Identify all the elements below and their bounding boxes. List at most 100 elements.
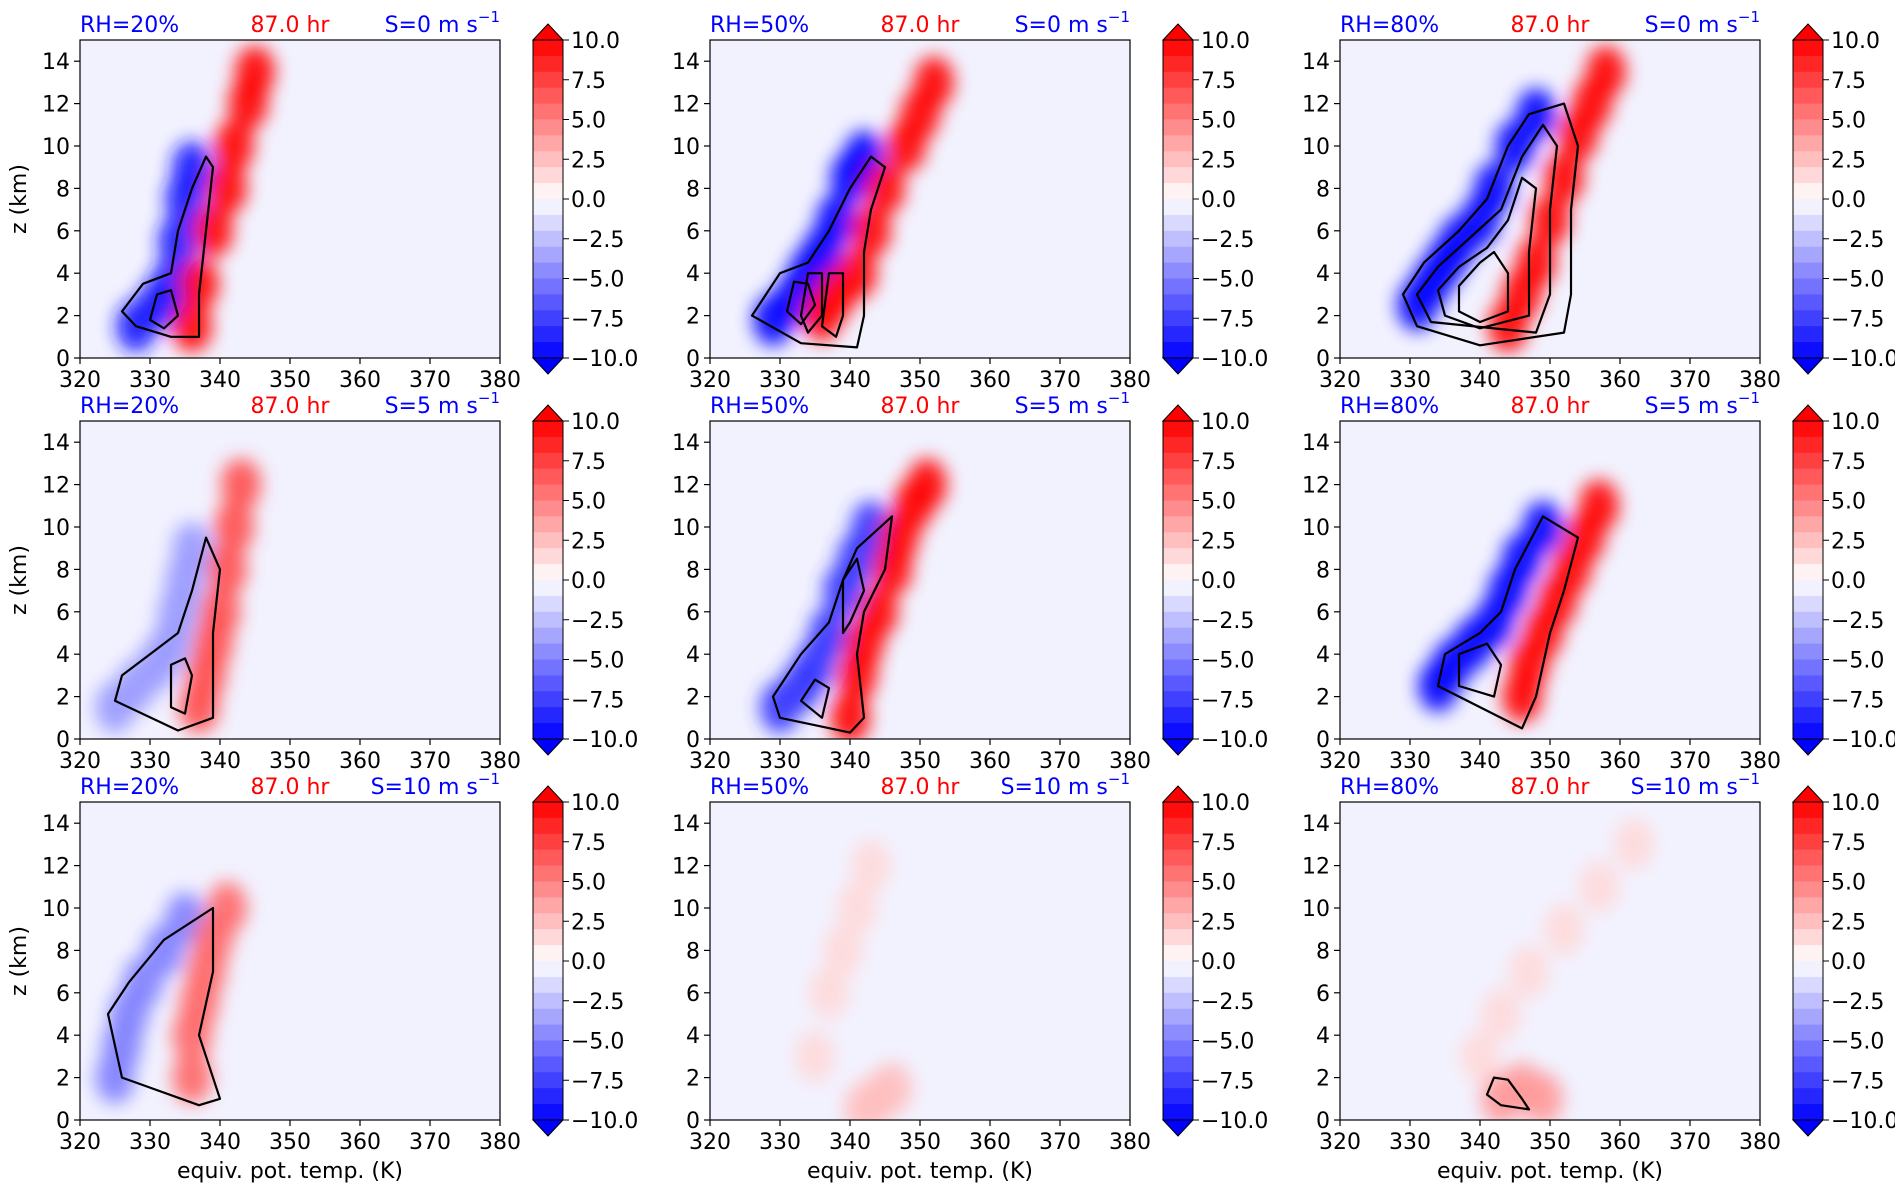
colorbar-level bbox=[1793, 468, 1823, 486]
x-tick-label: 350 bbox=[269, 368, 311, 393]
x-tick-label: 370 bbox=[1669, 1130, 1711, 1155]
colorbar-max-extend bbox=[1161, 785, 1195, 803]
field-blob bbox=[858, 585, 898, 638]
colorbar-min-extend bbox=[531, 357, 565, 375]
colorbar-level bbox=[533, 1104, 563, 1121]
colorbar-level bbox=[1793, 961, 1823, 978]
time-title: 87.0 hr bbox=[881, 13, 961, 38]
colorbar-level bbox=[533, 421, 563, 438]
y-tick-label: 10 bbox=[42, 135, 70, 160]
y-tick-label: 10 bbox=[1302, 897, 1330, 922]
y-tick-label: 4 bbox=[686, 262, 700, 287]
x-tick-label: 360 bbox=[969, 749, 1011, 774]
field-blob bbox=[795, 1030, 835, 1083]
y-tick-label: 8 bbox=[1316, 939, 1330, 964]
colorbar-level bbox=[533, 945, 563, 962]
colorbar-level bbox=[1163, 421, 1193, 438]
contour-layer bbox=[771, 515, 894, 734]
x-tick-label: 360 bbox=[339, 368, 381, 393]
colorbar-tick-label: −5.0 bbox=[571, 649, 624, 674]
colorbar-level bbox=[1163, 675, 1193, 692]
positive-anomaly-band bbox=[1460, 818, 1654, 1083]
colorbar-level bbox=[1793, 230, 1823, 248]
colorbar-tick-label: −10.0 bbox=[1831, 728, 1895, 753]
time-title: 87.0 hr bbox=[881, 775, 961, 800]
colorbar-tick-label: −7.5 bbox=[571, 307, 624, 332]
colorbar-level bbox=[1793, 135, 1823, 152]
contour-line bbox=[799, 678, 831, 719]
colorbar-level bbox=[1163, 342, 1193, 359]
x-tick-label: 370 bbox=[409, 1130, 451, 1155]
colorbar: 10.0 7.5 5.0 2.5 0.0 −2.5 −5.0 −7.5 −10.0 bbox=[531, 785, 638, 1137]
field-blob bbox=[1523, 1072, 1563, 1120]
y-tick-label: 0 bbox=[1316, 728, 1330, 753]
colorbar-tick-label: 7.5 bbox=[1201, 450, 1236, 475]
colorbar-level bbox=[1793, 262, 1823, 280]
field-blob bbox=[207, 543, 247, 596]
colorbar-tick-label: 10.0 bbox=[1201, 410, 1250, 435]
colorbar-level bbox=[1163, 945, 1193, 962]
shear-title: S=10 m s−1 bbox=[1631, 770, 1760, 800]
colorbar-level bbox=[1163, 87, 1193, 105]
rh-title: RH=80% bbox=[1340, 775, 1439, 800]
colorbar-level bbox=[1793, 310, 1823, 327]
field-blob bbox=[151, 257, 191, 310]
colorbar-level bbox=[1163, 1072, 1193, 1089]
y-tick-label: 4 bbox=[1316, 262, 1330, 287]
y-tick-label: 2 bbox=[1316, 686, 1330, 711]
positive-anomaly-band bbox=[172, 45, 275, 353]
y-tick-label: 12 bbox=[1302, 93, 1330, 118]
colorbar-tick-label: 0.0 bbox=[1201, 188, 1236, 213]
field-blob bbox=[1509, 945, 1549, 998]
colorbar-level bbox=[533, 516, 563, 533]
y-tick-label: 14 bbox=[672, 50, 700, 75]
field-blob bbox=[809, 966, 849, 1019]
colorbar-min-extend bbox=[1161, 1119, 1195, 1137]
time-title: 87.0 hr bbox=[1511, 394, 1591, 419]
field-blob bbox=[1614, 818, 1654, 871]
colorbar-tick-label: 0.0 bbox=[1831, 569, 1866, 594]
colorbar-level bbox=[1163, 1056, 1193, 1073]
y-tick-label: 4 bbox=[1316, 1024, 1330, 1049]
field-layer bbox=[95, 882, 247, 1104]
colorbar-level bbox=[1163, 199, 1193, 216]
field-blob bbox=[1481, 988, 1521, 1040]
field-blob bbox=[1579, 479, 1619, 532]
colorbar-level bbox=[1793, 580, 1823, 597]
y-tick-label: 12 bbox=[1302, 474, 1330, 499]
colorbar-tick-label: 7.5 bbox=[1831, 69, 1866, 94]
colorbar-max-extend bbox=[531, 404, 565, 422]
panel-8: 320 330 340 350 360 370 380 0 2 4 6 8 10 12 14 equiv. p… bbox=[672, 770, 1268, 1184]
x-tick-label: 340 bbox=[1459, 1130, 1501, 1155]
y-tick-label: 12 bbox=[1302, 855, 1330, 880]
y-tick-label: 12 bbox=[672, 93, 700, 118]
x-tick-label: 380 bbox=[1739, 749, 1781, 774]
colorbar-level bbox=[1793, 246, 1823, 264]
x-tick-label: 340 bbox=[1459, 368, 1501, 393]
field-blob bbox=[172, 522, 212, 575]
field-blob bbox=[172, 1051, 212, 1104]
field-layer bbox=[116, 45, 275, 353]
rh-title: RH=20% bbox=[80, 775, 179, 800]
contour-line bbox=[1436, 515, 1580, 730]
y-tick-label: 12 bbox=[42, 474, 70, 499]
colorbar-tick-label: −5.0 bbox=[571, 268, 624, 293]
y-tick-label: 6 bbox=[56, 220, 70, 245]
y-tick-label: 0 bbox=[1316, 1109, 1330, 1134]
y-axis-label: z (km) bbox=[7, 545, 32, 615]
colorbar: 10.0 7.5 5.0 2.5 0.0 −2.5 −5.0 −7.5 −10.0 bbox=[1161, 785, 1268, 1137]
y-axis-label: z (km) bbox=[7, 926, 32, 996]
y-tick-label: 0 bbox=[686, 1109, 700, 1134]
colorbar-level bbox=[533, 183, 563, 200]
colorbar-tick-label: 7.5 bbox=[1831, 450, 1866, 475]
contour-layer bbox=[106, 906, 222, 1107]
y-tick-label: 12 bbox=[672, 855, 700, 880]
contour-layer bbox=[1485, 1076, 1531, 1111]
colorbar-tick-label: −7.5 bbox=[1831, 688, 1884, 713]
colorbar-level bbox=[1163, 564, 1193, 581]
colorbar-level bbox=[533, 929, 563, 946]
colorbar-level bbox=[533, 802, 563, 819]
colorbar-level bbox=[1163, 865, 1193, 883]
panel-9: 320 330 340 350 360 370 380 0 2 4 6 8 10 12 14 equiv. p… bbox=[1302, 770, 1895, 1184]
colorbar-level bbox=[533, 452, 563, 470]
